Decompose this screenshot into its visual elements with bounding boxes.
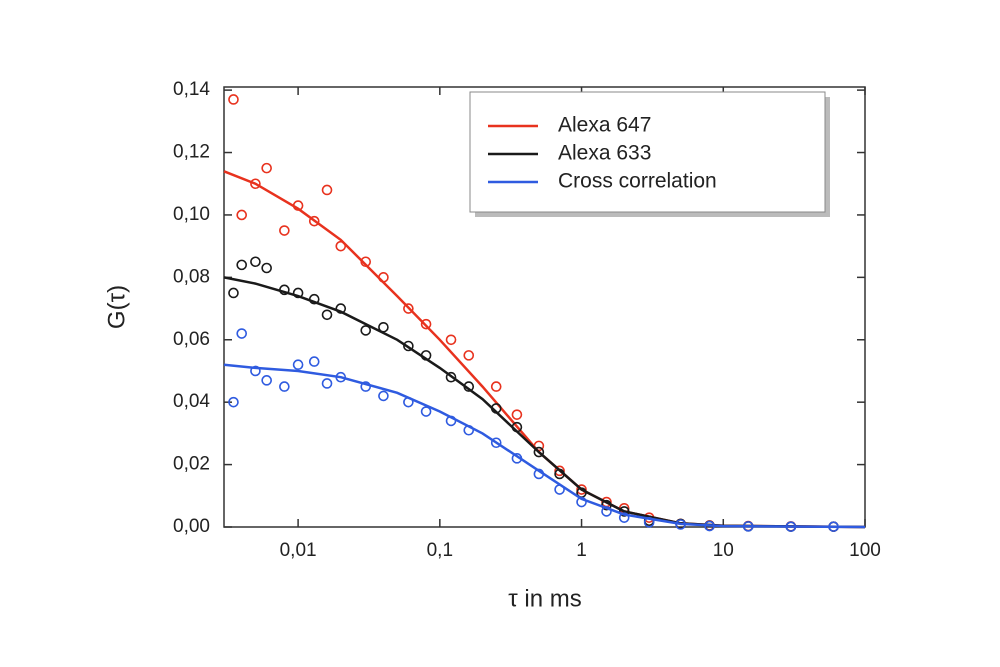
x-tick-label: 0,01 xyxy=(280,540,317,561)
data-point xyxy=(360,325,372,336)
data-point xyxy=(420,318,432,330)
data-point xyxy=(463,350,475,361)
data-point xyxy=(378,390,389,402)
x-tick-label: 100 xyxy=(849,540,881,561)
data-point xyxy=(445,371,457,383)
data-point xyxy=(308,215,320,227)
data-point xyxy=(261,162,272,174)
legend-label: Alexa 633 xyxy=(558,142,651,165)
data-point xyxy=(292,359,304,371)
data-point xyxy=(321,309,333,321)
y-axis-title: G(τ) xyxy=(103,285,130,329)
data-point xyxy=(250,256,261,268)
data-point xyxy=(420,406,432,417)
fit-line xyxy=(223,363,866,529)
data-point xyxy=(576,484,587,495)
y-tick-label: 0,08 xyxy=(173,266,210,287)
data-point xyxy=(236,259,248,271)
legend-label: Alexa 647 xyxy=(558,114,651,137)
y-tick-label: 0,10 xyxy=(173,204,210,225)
data-point xyxy=(279,225,290,236)
data-point xyxy=(533,446,545,458)
data-point xyxy=(228,94,239,105)
legend-label: Cross correlation xyxy=(558,170,717,193)
y-tick-label: 0,02 xyxy=(173,454,210,475)
data-point xyxy=(403,303,414,314)
y-tick-label: 0,06 xyxy=(173,329,210,350)
data-point xyxy=(403,340,414,352)
data-point xyxy=(228,396,239,408)
plot-frame xyxy=(223,86,866,528)
y-tick-label: 0,00 xyxy=(173,516,210,537)
fit-line xyxy=(223,276,866,529)
data-point xyxy=(321,184,333,196)
data-point xyxy=(321,378,333,389)
data-point xyxy=(490,381,502,392)
data-point xyxy=(228,287,239,299)
data-point xyxy=(618,512,630,523)
x-tick-label: 10 xyxy=(713,540,734,561)
data-point xyxy=(292,287,304,299)
data-point xyxy=(236,328,248,339)
x-tick-label: 0,1 xyxy=(427,540,453,561)
data-point xyxy=(511,409,523,420)
x-tick-label: 1 xyxy=(576,540,587,561)
data-point xyxy=(279,381,290,392)
data-point xyxy=(445,334,457,346)
data-point xyxy=(554,465,565,477)
y-tick-label: 0,14 xyxy=(173,79,210,100)
legend xyxy=(469,91,826,213)
data-point xyxy=(490,437,502,449)
data-point xyxy=(261,262,272,274)
y-tick-label: 0,04 xyxy=(173,391,210,412)
x-axis-title: τ in ms xyxy=(508,585,582,612)
data-point xyxy=(250,178,261,190)
data-point xyxy=(335,240,347,252)
data-point xyxy=(236,209,248,221)
y-tick-label: 0,12 xyxy=(173,142,210,163)
data-point xyxy=(261,375,272,386)
data-point xyxy=(308,356,320,367)
data-point xyxy=(250,365,261,377)
